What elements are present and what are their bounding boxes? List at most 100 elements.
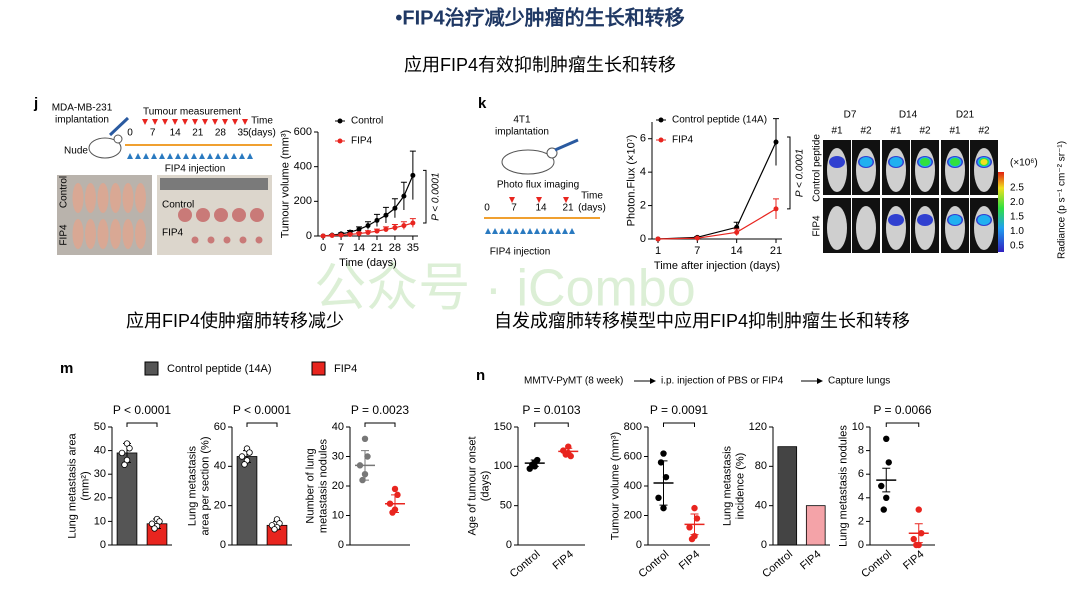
- triangle-marker: [175, 153, 181, 159]
- data-point: [918, 530, 925, 537]
- imaging-mouse: [827, 148, 847, 192]
- y-tick-label: 0: [100, 539, 106, 551]
- schematic-text: Photo flux imaging: [497, 180, 579, 191]
- y-tick-label: 400: [624, 480, 642, 492]
- x-axis-label: Time after injection (days): [654, 260, 780, 272]
- colorbar-tick: 2.5: [1010, 183, 1024, 194]
- data-point: [565, 443, 572, 450]
- p-value: P = 0.0023: [351, 403, 409, 417]
- mouse-photo: [135, 183, 146, 213]
- tumour-photo: [239, 236, 247, 244]
- triangle-marker: [509, 197, 515, 203]
- triangle-marker: [212, 119, 218, 125]
- schematic-text: (days): [248, 128, 276, 139]
- data-point: [356, 462, 364, 469]
- data-point: [562, 451, 569, 458]
- tumour-photo: [214, 208, 228, 222]
- triangle-marker: [162, 119, 168, 125]
- y-tick-label: 600: [294, 126, 312, 138]
- imaging-signal: [977, 215, 991, 225]
- panel-label: m: [60, 360, 73, 377]
- imaging-mouse: [856, 148, 876, 192]
- triangle-marker: [127, 153, 133, 159]
- triangle-marker: [191, 153, 197, 159]
- timeline-label: 0: [484, 203, 490, 214]
- y-tick-label: 0: [506, 539, 512, 551]
- x-tick-label: Control: [636, 548, 671, 580]
- panel-n-header: n MMTV-PyMT (8 week) i.p. injection of P…: [476, 367, 890, 387]
- y-axis-label: Lung metastasis nodules: [838, 425, 850, 547]
- error-bar: [882, 467, 891, 493]
- imaging-signal: [829, 156, 845, 168]
- p-value: P < 0.0001: [795, 149, 806, 197]
- data-point: [386, 500, 394, 507]
- significance-bracket: [885, 422, 920, 427]
- tumour-photo: [178, 208, 192, 222]
- triangle-marker: [562, 228, 568, 234]
- data-point: [383, 212, 389, 218]
- imaging-signal: [889, 157, 903, 167]
- tumour-photo: [255, 236, 263, 244]
- section-heading: 应用FIP4使肿瘤肺转移减少: [126, 311, 344, 331]
- colorbar-tick: 2.0: [1010, 197, 1024, 208]
- data-point: [392, 225, 398, 231]
- section-heading: 自发成瘤肺转移模型中应用FIP4抑制肿瘤生长和转移: [494, 311, 910, 331]
- triangle-marker: [239, 153, 245, 159]
- y-tick-label: 4: [858, 492, 864, 504]
- tumour-photo: [191, 236, 199, 244]
- significance-bracket: [787, 136, 791, 210]
- slide-title: •FIP4治疗减少肿瘤的生长和转移: [395, 5, 684, 29]
- y-axis-label: Tumour volume (mm³): [609, 432, 621, 540]
- data-point: [883, 494, 890, 501]
- imaging-mouse: [915, 206, 935, 250]
- data-point: [529, 461, 536, 468]
- photo-label: Control: [59, 176, 70, 208]
- y-tick-label: 6: [640, 133, 646, 145]
- triangle-marker: [192, 119, 198, 125]
- y-tick-label: 40: [755, 500, 767, 512]
- y-tick-label: 10: [332, 509, 344, 521]
- tumour-photo: [250, 208, 264, 222]
- data-point: [338, 232, 344, 238]
- photo-label: FIP4: [59, 224, 70, 246]
- colorbar-tick: 0.5: [1010, 241, 1024, 252]
- significance-bracket: [364, 422, 396, 427]
- data-point: [356, 226, 362, 232]
- imaging-mouse: [974, 206, 994, 250]
- triangle-marker: [513, 228, 519, 234]
- syringe-icon: [108, 116, 130, 137]
- x-tick-label: 28: [389, 242, 401, 254]
- y-tick-label: 50: [94, 421, 106, 433]
- data-point: [913, 541, 920, 549]
- data-point: [694, 235, 700, 241]
- mouse-photo: [97, 183, 109, 213]
- data-point: [655, 494, 662, 501]
- tumour-photo: [196, 208, 210, 222]
- colorbar-label: Radiance (p s⁻¹ cm⁻² sr⁻¹): [1057, 141, 1068, 259]
- panel-label: j: [33, 95, 38, 112]
- data-point: [374, 228, 380, 234]
- y-axis-label: area per section (%): [200, 436, 212, 535]
- triangle-marker: [485, 228, 491, 234]
- data-point: [329, 232, 335, 238]
- y-axis-label: (mm²): [80, 471, 92, 500]
- row-header: FIP4: [812, 215, 823, 237]
- data-point: [410, 172, 416, 178]
- x-tick-label: 1: [655, 245, 661, 257]
- data-point: [241, 461, 248, 468]
- series-line: [657, 208, 777, 240]
- series-line: [657, 141, 777, 240]
- y-tick-label: 0: [306, 230, 312, 242]
- x-tick-label: FIP4: [901, 548, 927, 572]
- triangle-marker: [143, 153, 149, 159]
- triangle-marker: [183, 153, 189, 159]
- y-tick-label: 0: [640, 233, 646, 245]
- imaging-mouse: [856, 206, 876, 250]
- x-tick-label: 21: [371, 242, 383, 254]
- bar: [236, 456, 258, 546]
- imaging-signal: [950, 158, 960, 166]
- photo-label: FIP4: [162, 228, 184, 239]
- legend-swatch: [144, 361, 159, 376]
- triangle-marker: [563, 197, 569, 203]
